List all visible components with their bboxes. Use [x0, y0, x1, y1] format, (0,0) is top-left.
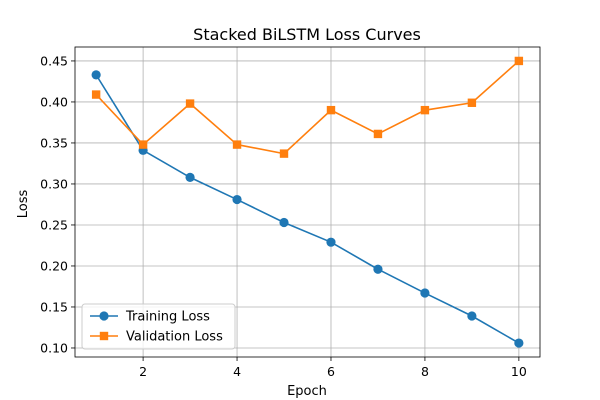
- x-tick-label: 6: [327, 364, 335, 379]
- x-axis-label: Epoch: [287, 384, 327, 399]
- data-point: [514, 56, 524, 66]
- y-tick-label: 0.20: [40, 258, 68, 273]
- series-validation-loss: [91, 56, 524, 158]
- series-line: [95, 60, 520, 155]
- data-point: [373, 264, 383, 274]
- data-point: [185, 99, 195, 108]
- data-point: [373, 129, 383, 139]
- legend-entry: Validation Loss: [90, 330, 223, 345]
- y-tick-label: 0.25: [40, 217, 68, 232]
- y-tick-label: 0.10: [40, 340, 68, 355]
- data-point: [91, 90, 101, 99]
- y-tick-label: 0.15: [40, 299, 68, 314]
- data-point: [279, 217, 289, 228]
- x-tick-label: 4: [233, 364, 241, 379]
- y-tick-label: 0.40: [40, 94, 68, 109]
- series-layer: [91, 56, 524, 348]
- x-tick-label: 2: [139, 364, 147, 379]
- data-point: [232, 140, 242, 149]
- data-point: [279, 149, 289, 158]
- legend-label: Validation Loss: [126, 330, 223, 345]
- y-tick-label: 0.35: [40, 135, 68, 150]
- legend-label: Training Loss: [125, 310, 210, 325]
- series-line: [95, 74, 520, 344]
- axes: 2 4 6 8 10 0.10 0.15 0.20 0.25 0.30 0.35 0.40 0.45: [40, 46, 541, 379]
- data-point: [326, 105, 336, 115]
- legend-box: [81, 303, 236, 350]
- plot-frame: [74, 46, 541, 358]
- y-axis-label: Loss: [16, 190, 31, 219]
- y-tick-label: 0.30: [40, 176, 68, 191]
- legend-marker: [99, 311, 109, 321]
- data-point: [138, 140, 148, 149]
- data-point: [467, 311, 477, 321]
- legend: Training Loss Validation Loss: [81, 303, 236, 350]
- data-point: [514, 338, 524, 348]
- series-training-loss: [91, 70, 524, 348]
- x-tick-label: 8: [421, 364, 429, 379]
- legend-marker: [99, 331, 109, 341]
- data-point: [326, 237, 336, 247]
- legend-entry: Training Loss: [90, 310, 210, 325]
- data-point: [420, 105, 430, 115]
- data-point: [91, 70, 101, 80]
- data-point: [420, 288, 430, 298]
- data-point: [467, 98, 477, 107]
- y-tick-label: 0.45: [40, 53, 68, 68]
- data-point: [232, 194, 242, 205]
- data-point: [185, 172, 195, 182]
- x-tick-label: 10: [511, 364, 527, 379]
- chart-title: Stacked BiLSTM Loss Curves: [193, 25, 421, 44]
